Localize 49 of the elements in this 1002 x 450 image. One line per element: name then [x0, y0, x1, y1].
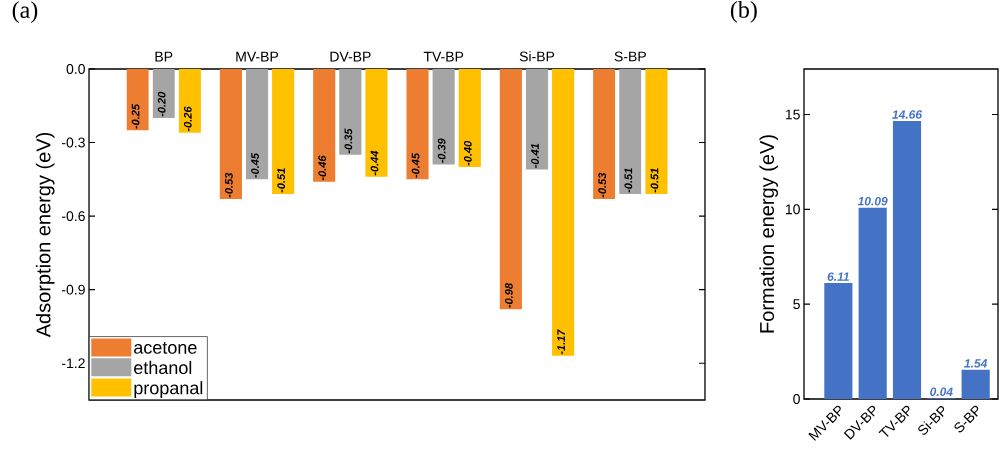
y-tick-label: 0: [793, 394, 800, 404]
data-label: -0.26: [183, 106, 192, 132]
y-tick-label: 0.0: [66, 64, 85, 74]
data-label: -0.51: [277, 168, 286, 193]
data-label: 6.11: [827, 272, 849, 281]
data-label: -0.41: [531, 143, 539, 169]
y-tick-label: -1.2: [61, 358, 85, 369]
data-label: 10.09: [857, 196, 888, 206]
data-label: -0.53: [224, 172, 233, 198]
bar: [858, 207, 887, 399]
chart-title: (b): [730, 0, 757, 23]
x-tick-label: TV-BP: [423, 51, 464, 62]
x-tick-label: DV-BP: [330, 51, 371, 62]
x-tick-label: S-BP: [614, 51, 646, 62]
x-tick-label: Si-BP: [519, 51, 555, 62]
data-label: 14.66: [892, 110, 923, 119]
data-label: -0.35: [344, 128, 353, 154]
y-tick-label: -0.6: [61, 211, 85, 222]
y-tick-label: -0.9: [61, 284, 85, 295]
data-label: -0.20: [157, 91, 166, 117]
data-label: -0.46: [318, 155, 327, 181]
data-label: -1.17: [557, 329, 565, 355]
y-axis-title: Formation energy (eV): [759, 135, 779, 333]
legend-label: ethanol: [134, 360, 192, 375]
bar: [892, 120, 922, 399]
data-label: -0.40: [463, 140, 472, 166]
legend-label: propanal: [134, 381, 203, 398]
x-tick-label: MV-BP: [236, 51, 279, 62]
y-axis-title: Adsorption energy (eV): [35, 132, 55, 338]
bar: [961, 369, 990, 399]
y-tick-label: 5: [793, 299, 800, 310]
data-label: -0.44: [370, 150, 379, 176]
y-tick-label: -0.3: [61, 137, 85, 148]
chart-title: (a): [12, 1, 38, 23]
data-label: -0.98: [504, 283, 513, 308]
data-label: -0.45: [411, 152, 420, 178]
data-label: -0.53: [598, 172, 607, 198]
legend-label: acetone: [134, 342, 197, 354]
data-label: -0.45: [251, 152, 259, 178]
y-tick-label: 10: [785, 204, 800, 215]
data-label: -0.25: [131, 103, 140, 129]
data-label: 1.54: [964, 359, 988, 368]
data-label: -0.39: [437, 138, 446, 164]
data-label: -0.51: [624, 168, 633, 193]
y-tick-label: 15: [785, 109, 800, 120]
bar: [824, 283, 853, 399]
data-label: 0.04: [930, 387, 953, 397]
x-tick-label: BP: [155, 51, 173, 62]
data-label: -0.51: [650, 168, 659, 193]
